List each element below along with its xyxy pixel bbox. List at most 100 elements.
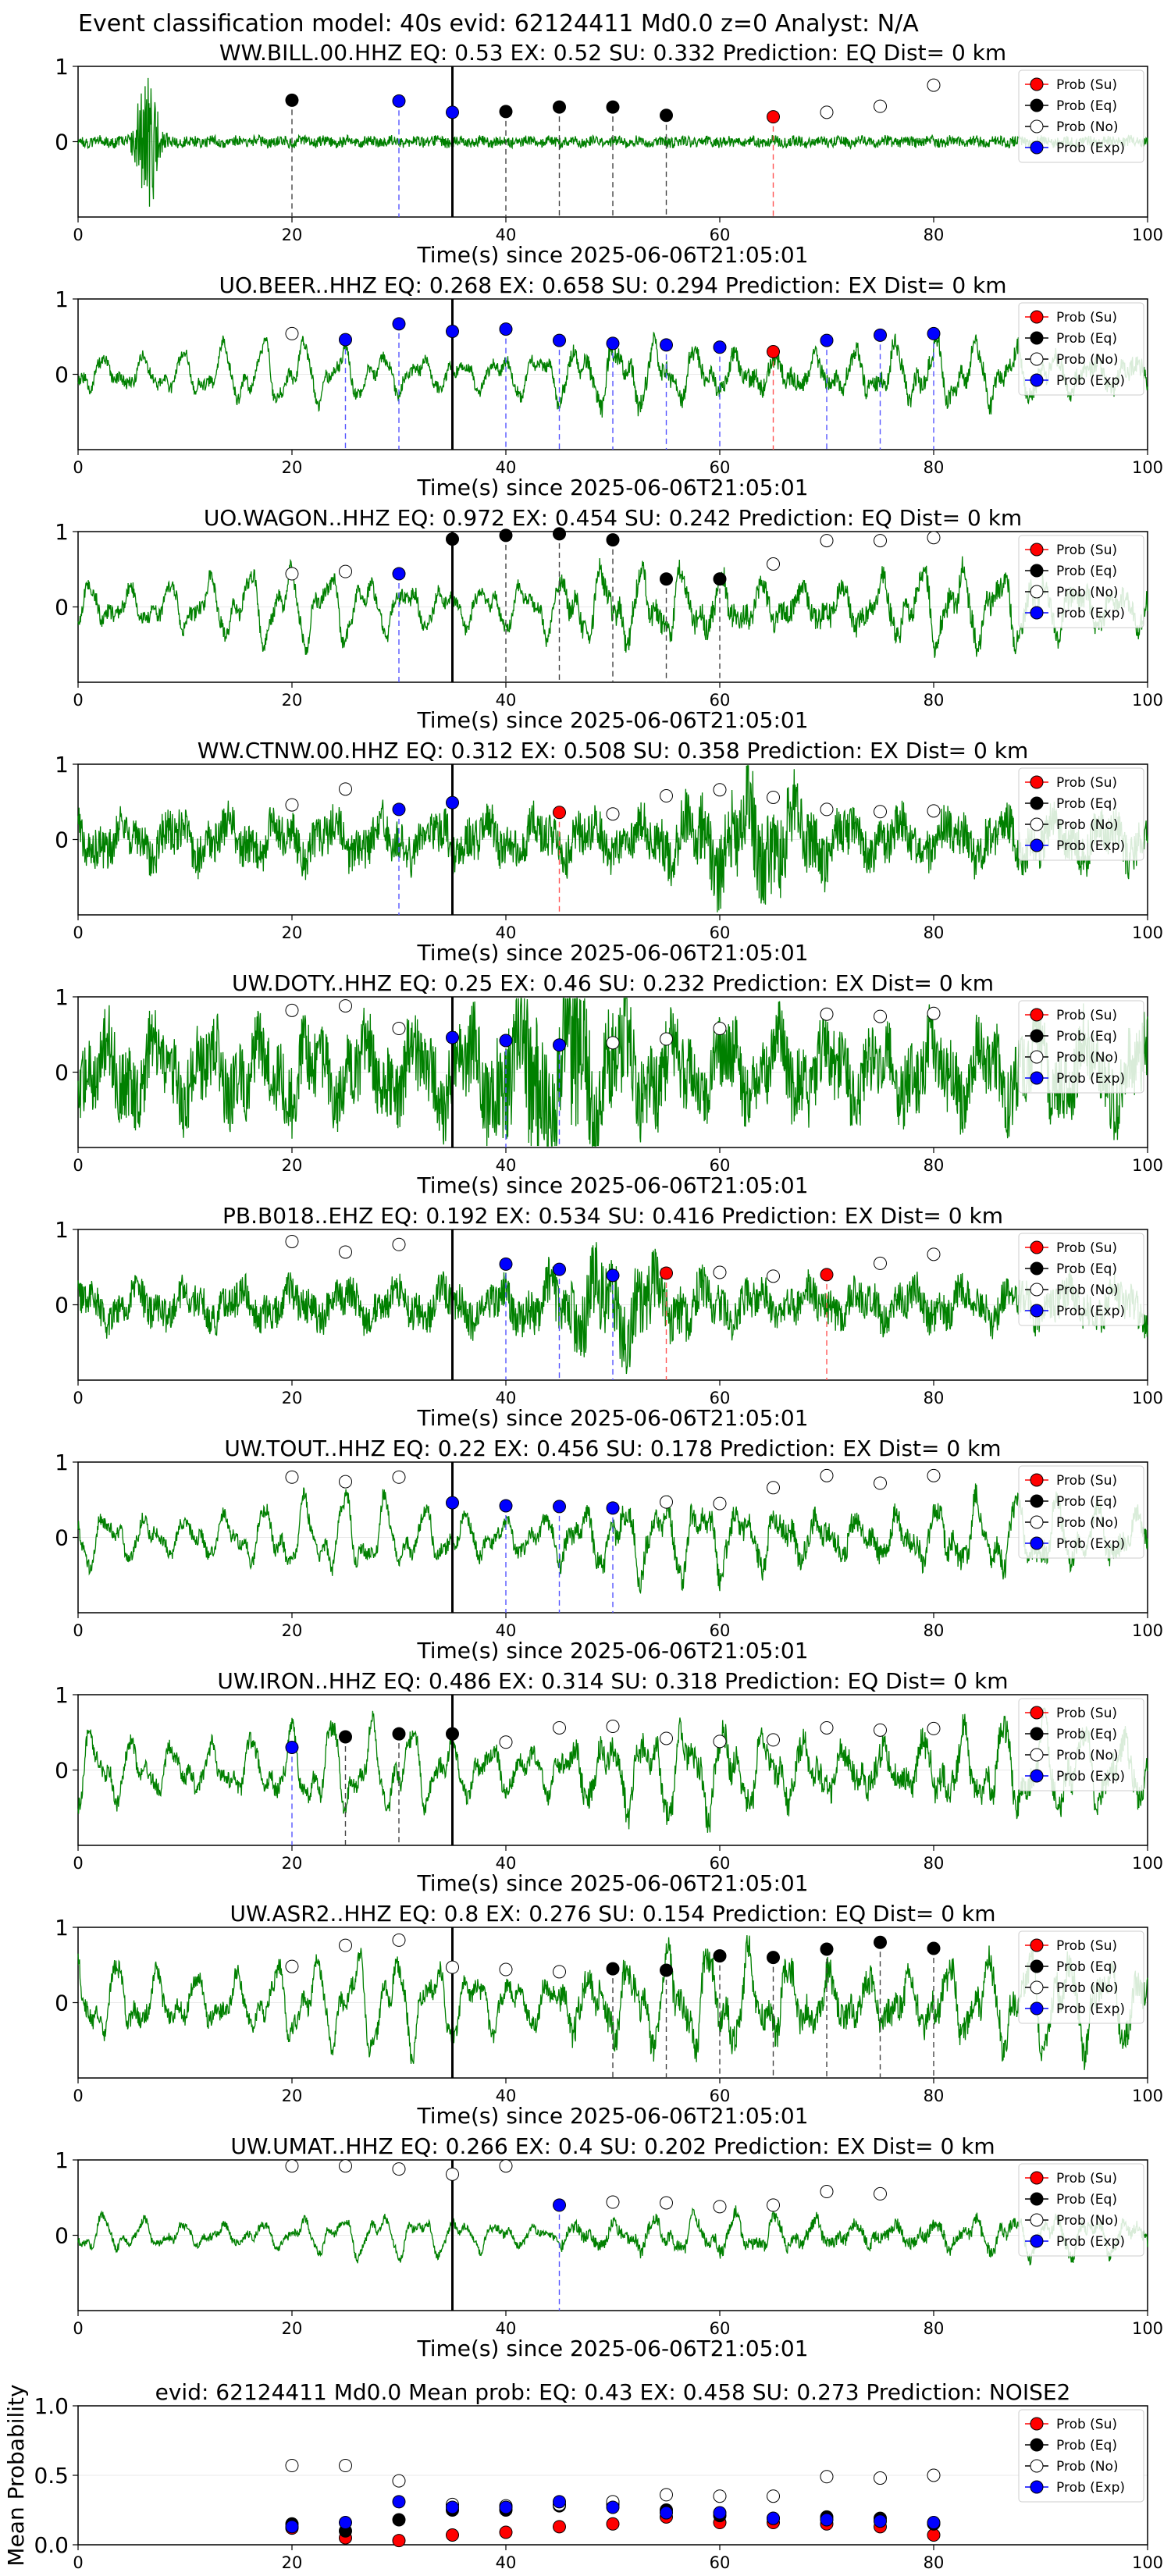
mean-point-su: [927, 2528, 941, 2542]
prob-point-exp: [446, 1030, 459, 1044]
legend-marker: [1030, 77, 1044, 91]
mean-point-no: [713, 2489, 727, 2503]
panel-title: UW.ASR2..HHZ EQ: 0.8 EX: 0.276 SU: 0.154…: [230, 1901, 995, 1927]
x-axis-label: Time(s) since 2025-06-06T21:05:01: [416, 1870, 808, 1896]
prob-point-no: [874, 1476, 887, 1490]
legend-box: [1018, 1698, 1144, 1791]
x-tick-label: 40: [496, 2319, 517, 2338]
prob-point-no: [713, 2200, 727, 2214]
x-tick-label: 0: [73, 2087, 83, 2105]
prob-point-exp: [553, 2198, 566, 2212]
prob-point-exp: [392, 567, 406, 581]
prob-point-no: [767, 1481, 780, 1495]
y-tick-label: 0: [55, 827, 69, 853]
x-tick-label: 20: [282, 1156, 303, 1175]
x-tick-label: 60: [710, 1854, 731, 1873]
legend-box: [1018, 2409, 1144, 2503]
legend-marker: [1030, 585, 1044, 599]
prob-point-exp: [499, 1499, 513, 1513]
legend-marker: [1030, 2459, 1044, 2473]
x-tick-label: 40: [496, 1621, 517, 1640]
x-tick-label: 100: [1132, 2553, 1163, 2572]
prob-point-exp: [606, 1501, 620, 1515]
x-tick-label: 80: [924, 1854, 945, 1873]
x-tick-label: 20: [282, 1389, 303, 1407]
prob-point-no: [713, 1022, 727, 1036]
prob-point-eq: [660, 572, 673, 586]
prob-point-exp: [713, 340, 727, 354]
prob-point-no: [713, 783, 727, 797]
x-tick-label: 0: [73, 226, 83, 244]
x-tick-label: 100: [1132, 1389, 1163, 1407]
prob-point-su: [660, 1266, 673, 1280]
mean-point-no: [767, 2489, 780, 2503]
panel-title: evid: 62124411 Md0.0 Mean prob: EQ: 0.43…: [155, 2379, 1071, 2405]
x-axis-label: Time(s) since 2025-06-06T21:05:01: [416, 242, 808, 268]
x-axis-label: Time(s) since 2025-06-06T21:05:01: [416, 1172, 808, 1198]
legend-label: Prob (Exp): [1056, 606, 1125, 621]
prob-point-exp: [820, 333, 834, 347]
prob-point-eq: [874, 1935, 887, 1949]
legend-label: Prob (Exp): [1056, 2001, 1125, 2017]
legend-marker: [1030, 2234, 1044, 2248]
x-tick-label: 60: [710, 923, 731, 942]
legend-marker: [1030, 310, 1044, 324]
waveform: [77, 1706, 1148, 1833]
prob-point-eq: [339, 1730, 352, 1744]
legend-box: [1018, 1000, 1144, 1094]
mean-point-su: [446, 2528, 459, 2542]
prob-point-eq: [499, 528, 513, 543]
x-tick-label: 0: [73, 1389, 83, 1407]
mean-point-exp: [713, 2506, 727, 2520]
legend-label: Prob (Eq): [1056, 2192, 1117, 2208]
x-tick-label: 20: [282, 2319, 303, 2338]
prob-point-exp: [553, 1038, 566, 1052]
prob-point-no: [392, 1022, 406, 1036]
x-tick-label: 80: [924, 691, 945, 710]
legend-label: Prob (Exp): [1056, 1071, 1125, 1087]
x-tick-label: 40: [496, 2087, 517, 2105]
prob-point-eq: [713, 572, 727, 586]
prob-point-no: [499, 2159, 513, 2173]
y-tick-label: 0: [55, 130, 69, 155]
x-tick-label: 40: [496, 1854, 517, 1873]
legend-label: Prob (No): [1056, 817, 1119, 833]
legend-marker: [1030, 1959, 1044, 1973]
prob-point-no: [339, 564, 352, 578]
prob-point-no: [285, 1959, 299, 1973]
y-tick-label: 0: [55, 2223, 69, 2249]
prob-point-su: [767, 110, 780, 124]
x-tick-label: 60: [710, 2319, 731, 2338]
legend-marker: [1030, 606, 1044, 620]
legend-label: Prob (Eq): [1056, 796, 1117, 812]
prob-point-exp: [446, 324, 459, 338]
legend-label: Prob (Eq): [1056, 1959, 1117, 1975]
prob-point-no: [339, 999, 352, 1013]
prob-point-eq: [927, 1941, 941, 1955]
legend-label: Prob (Exp): [1056, 2234, 1125, 2250]
legend-label: Prob (Su): [1056, 1240, 1117, 1256]
y-tick-label: 1: [55, 2147, 69, 2173]
prob-point-no: [606, 1036, 620, 1050]
legend-label: Prob (No): [1056, 2213, 1119, 2229]
prob-point-no: [927, 804, 941, 818]
prob-point-exp: [874, 328, 887, 342]
prob-point-exp: [927, 326, 941, 340]
x-tick-label: 60: [710, 2087, 731, 2105]
x-tick-label: 60: [710, 2553, 731, 2572]
prob-point-no: [339, 2159, 352, 2173]
prob-point-no: [339, 1475, 352, 1489]
legend-label: Prob (Exp): [1056, 2480, 1125, 2496]
legend-label: Prob (Su): [1056, 2417, 1117, 2432]
prob-point-eq: [660, 109, 673, 123]
y-tick-label: 1: [55, 984, 69, 1010]
legend-marker: [1030, 1748, 1044, 1762]
x-tick-label: 100: [1132, 2319, 1163, 2338]
prob-point-exp: [446, 1496, 459, 1510]
legend-marker: [1030, 1706, 1044, 1720]
prob-point-exp: [553, 333, 566, 347]
prob-point-no: [820, 2185, 834, 2199]
mean-point-no: [339, 2459, 352, 2473]
prob-point-no: [874, 1009, 887, 1023]
station-panel-8: UW.IRON..HHZ EQ: 0.486 EX: 0.314 SU: 0.3…: [55, 1668, 1163, 1896]
